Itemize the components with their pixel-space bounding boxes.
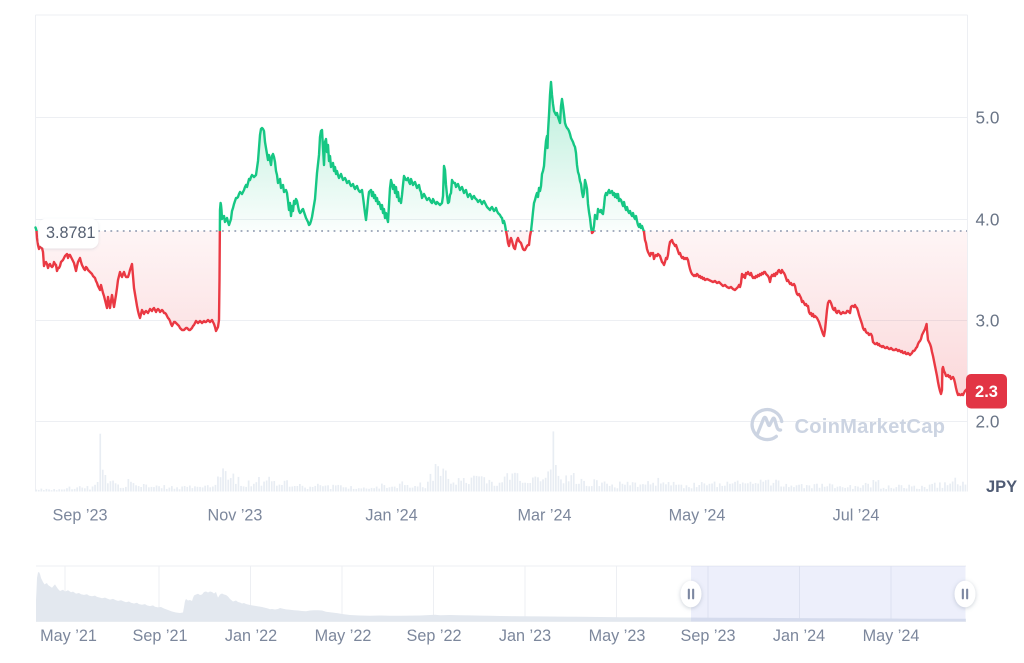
svg-text:3.0: 3.0 — [976, 311, 1000, 331]
svg-text:May ’22: May ’22 — [315, 627, 372, 645]
svg-text:CoinMarketCap: CoinMarketCap — [795, 416, 946, 438]
svg-text:Jul ’24: Jul ’24 — [833, 506, 880, 524]
svg-text:May ’24: May ’24 — [669, 506, 726, 524]
svg-text:Jan ’22: Jan ’22 — [225, 627, 277, 645]
svg-text:2.0: 2.0 — [976, 412, 1000, 432]
svg-text:Sep ’23: Sep ’23 — [681, 627, 736, 645]
svg-text:3.8781: 3.8781 — [46, 224, 96, 242]
svg-text:Mar ’24: Mar ’24 — [518, 506, 572, 524]
svg-text:May ’23: May ’23 — [589, 627, 646, 645]
svg-text:Sep ’23: Sep ’23 — [53, 506, 108, 524]
svg-text:Nov ’23: Nov ’23 — [208, 506, 263, 524]
svg-text:2.3: 2.3 — [975, 383, 998, 401]
svg-text:JPY: JPY — [986, 478, 1017, 496]
svg-text:May ’24: May ’24 — [863, 627, 920, 645]
svg-text:Sep ’22: Sep ’22 — [407, 627, 462, 645]
svg-text:Jan ’24: Jan ’24 — [773, 627, 825, 645]
svg-text:5.0: 5.0 — [976, 108, 1000, 128]
svg-text:Jan ’23: Jan ’23 — [499, 627, 551, 645]
svg-text:4.0: 4.0 — [976, 210, 1000, 230]
svg-text:Sep ’21: Sep ’21 — [133, 627, 188, 645]
svg-text:May ’21: May ’21 — [40, 627, 97, 645]
svg-text:Jan ’24: Jan ’24 — [365, 506, 417, 524]
